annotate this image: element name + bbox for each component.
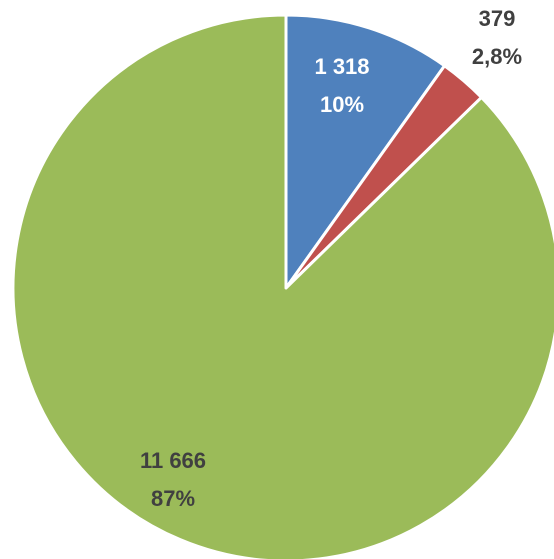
pie-slice-1 bbox=[284, 13, 447, 290]
slice-1-percent-label: 10% bbox=[320, 92, 364, 117]
pie-data-labels: 1 318 10% 379 2,8% 11 666 87% bbox=[140, 6, 522, 511]
slice-1-value-label: 1 318 bbox=[314, 54, 369, 79]
slice-3-value-label: 11 666 bbox=[140, 448, 206, 473]
pie-slice-3 bbox=[11, 13, 554, 559]
slice-3-percent-label: 87% bbox=[151, 486, 195, 511]
slice-2-value-label: 379 bbox=[479, 6, 516, 31]
pie-slices bbox=[11, 13, 554, 559]
slice-2-percent-label: 2,8% bbox=[472, 44, 522, 69]
